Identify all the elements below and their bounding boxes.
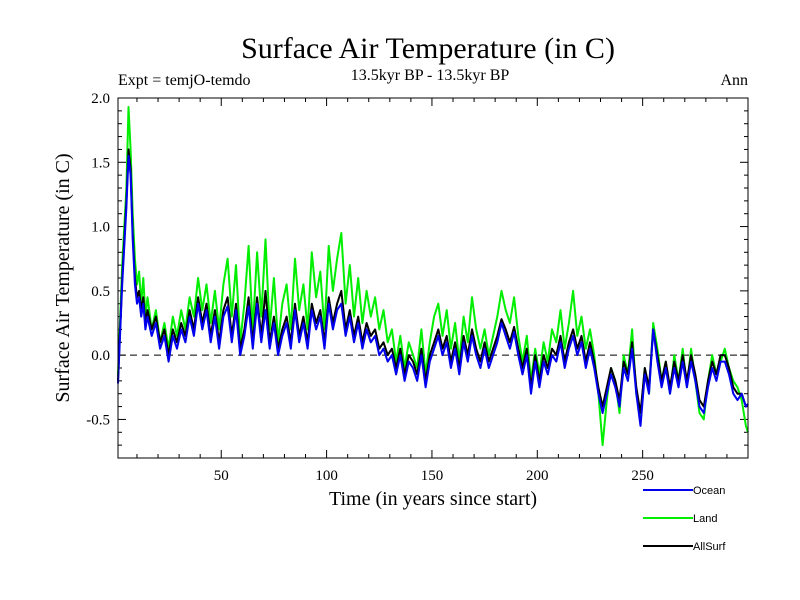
y-tick-label: 1.0 — [91, 220, 110, 236]
x-tick-label: 250 — [631, 468, 654, 484]
expt-label: Expt = temjO-temdo — [118, 72, 251, 89]
chart-title: Surface Air Temperature (in C) — [241, 32, 615, 65]
x-tick-label: 150 — [421, 468, 444, 484]
y-tick-label: 0.0 — [91, 348, 110, 364]
legend: Ocean Land AllSurf — [643, 485, 726, 553]
series-line-ocean — [117, 154, 749, 427]
legend-label-ocean: Ocean — [693, 485, 725, 497]
season-label: Ann — [720, 72, 748, 89]
series-line-allsurf — [117, 148, 749, 414]
legend-label-land: Land — [693, 513, 717, 525]
x-tick-label: 100 — [315, 468, 338, 484]
x-tick-label: 50 — [214, 468, 229, 484]
series-lines — [117, 106, 749, 447]
x-tick-label: 200 — [526, 468, 549, 484]
y-tick-label: 1.5 — [91, 155, 110, 171]
y-tick-label: -0.5 — [86, 412, 110, 428]
plot-frame — [117, 97, 749, 459]
axes: 50 100 150 200 250 -0.5 0.0 0.5 1.0 1.5 2.0 — [86, 91, 748, 484]
y-tick-label: 0.5 — [91, 284, 110, 300]
y-axis-label: Surface Air Temperature (in C) — [52, 153, 74, 402]
x-axis-label: Time (in years since start) — [329, 488, 537, 510]
y-tick-label: 2.0 — [91, 91, 110, 107]
chart-subtitle: 13.5kyr BP - 13.5kyr BP — [351, 67, 510, 84]
series-line-land — [117, 106, 749, 447]
legend-label-allsurf: AllSurf — [693, 541, 726, 553]
